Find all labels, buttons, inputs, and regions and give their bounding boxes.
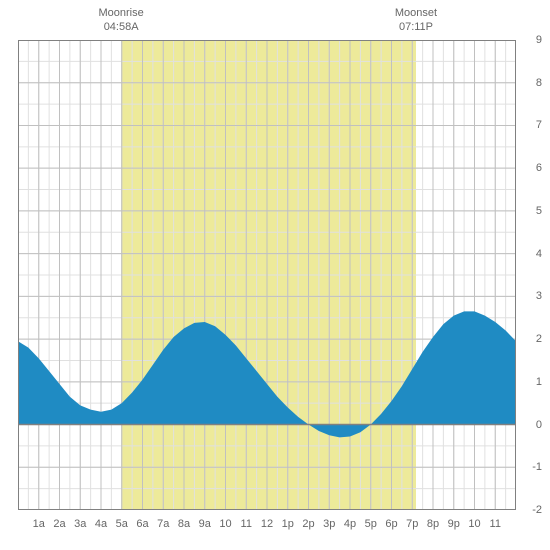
- moonrise-label-time: 04:58A: [81, 20, 161, 34]
- x-tick-label: 3p: [323, 518, 335, 530]
- x-tick-label: 2a: [53, 518, 65, 530]
- tide-moon-chart: Moonrise 04:58A Moonset 07:11P -2-101234…: [0, 0, 550, 550]
- x-tick-label: 5p: [365, 518, 377, 530]
- y-tick-label: -2: [532, 504, 542, 516]
- y-tick-label: 1: [536, 376, 542, 388]
- plot-area: [18, 40, 516, 510]
- x-axis-labels: 1a 2a 3a 4a 5a 6a 7a 8a 9a 10 11 12 1p 2p 3p 4p 5p 6p 7p 8p…: [18, 518, 516, 536]
- x-tick-label: 8p: [427, 518, 439, 530]
- x-tick-label: 5a: [116, 518, 128, 530]
- x-tick-label: 4p: [344, 518, 356, 530]
- y-tick-label: 5: [536, 205, 542, 217]
- y-tick-label: 6: [536, 162, 542, 174]
- x-tick-label: 10: [219, 518, 231, 530]
- y-tick-label: 0: [536, 419, 542, 431]
- x-tick-label: 4a: [95, 518, 107, 530]
- y-tick-label: 7: [536, 119, 542, 131]
- y-tick-label: 3: [536, 290, 542, 302]
- moonset-label-title: Moonset: [376, 6, 456, 20]
- y-tick-label: 2: [536, 333, 542, 345]
- x-tick-label: 10: [468, 518, 480, 530]
- moonrise-label-title: Moonrise: [81, 6, 161, 20]
- y-tick-label: 8: [536, 77, 542, 89]
- x-tick-label: 9p: [448, 518, 460, 530]
- moonset-annotation: Moonset 07:11P: [376, 6, 456, 35]
- x-tick-label: 11: [490, 518, 501, 530]
- x-tick-label: 8a: [178, 518, 190, 530]
- x-tick-label: 1p: [282, 518, 294, 530]
- moonset-label-time: 07:11P: [376, 20, 456, 34]
- x-tick-label: 3a: [74, 518, 86, 530]
- y-tick-label: -1: [532, 461, 542, 473]
- y-tick-label: 4: [536, 248, 542, 260]
- x-tick-label: 11: [241, 518, 252, 530]
- y-tick-label: 9: [536, 34, 542, 46]
- x-tick-label: 9a: [199, 518, 211, 530]
- moonrise-annotation: Moonrise 04:58A: [81, 6, 161, 35]
- x-tick-label: 2p: [302, 518, 314, 530]
- x-tick-label: 7p: [406, 518, 418, 530]
- y-axis-labels: -2-10123456789: [522, 40, 542, 510]
- x-tick-label: 7a: [157, 518, 169, 530]
- x-tick-label: 6a: [136, 518, 148, 530]
- x-tick-label: 12: [261, 518, 273, 530]
- x-tick-label: 6p: [385, 518, 397, 530]
- x-tick-label: 1a: [33, 518, 45, 530]
